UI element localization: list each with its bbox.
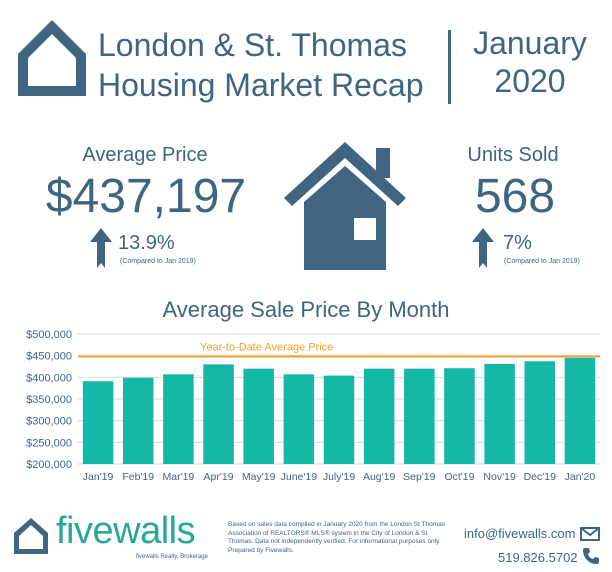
bar: [444, 368, 475, 464]
disclaimer-text: Based on sales data compiled in January …: [228, 521, 446, 554]
y-tick-label: $250,000: [26, 437, 72, 449]
reference-line-label: Year-to-Date Average Price: [200, 342, 333, 354]
bar-chart: $200,000 $250,000 $300,000 $350,000 $400,000…: [26, 329, 600, 483]
brand-subtitle: fivewalls Realty, Brokerage: [136, 554, 208, 560]
header-divider: [448, 30, 451, 104]
avg-price-value: $437,197: [45, 170, 247, 223]
x-tick-label: July'19: [323, 471, 356, 483]
x-tick-label: Jan'20: [565, 471, 596, 483]
title-line-2: Housing Market Recap: [98, 67, 424, 103]
home-logo-icon: [18, 20, 86, 96]
x-tick-label: Oct'19: [444, 471, 474, 483]
house-icon: [284, 142, 406, 270]
bar: [484, 363, 515, 464]
title-line-1: London & St. Thomas: [98, 27, 407, 63]
contact-email[interactable]: info@fivewalls.com: [464, 526, 576, 541]
x-tick-label: Jan'19: [83, 471, 114, 483]
avg-price-compare-note: (Compared to Jan 2019): [120, 258, 196, 265]
units-sold-value: 568: [474, 170, 556, 223]
chart-title: Average Sale Price By Month: [162, 297, 450, 322]
units-sold-compare-note: (Compared to Jan 2019): [504, 258, 580, 265]
brand-name: fivewalls: [56, 510, 196, 552]
bar: [524, 361, 556, 464]
x-tick-label: Mar'19: [162, 471, 194, 483]
bar: [283, 374, 315, 464]
x-tick-label: Nov'19: [483, 471, 516, 483]
units-sold-label: Units Sold: [467, 144, 559, 166]
x-tick-label: Apr'19: [204, 471, 234, 483]
up-arrow-icon: [472, 228, 494, 268]
fivewalls-logo-icon: [14, 518, 48, 554]
x-tick-label: Feb'19: [122, 471, 154, 483]
avg-price-change: 13.9%: [118, 232, 175, 254]
email-icon: [580, 527, 600, 541]
y-tick-label: $350,000: [26, 394, 72, 406]
bar: [82, 381, 114, 464]
x-tick-label: June'19: [281, 471, 318, 483]
x-tick-label: Sep'19: [403, 471, 436, 483]
avg-price-label: Average Price: [82, 144, 208, 166]
bar: [564, 357, 596, 464]
y-tick-label: $400,000: [26, 372, 72, 384]
bar: [243, 368, 274, 464]
y-tick-label: $300,000: [26, 416, 72, 428]
bar: [122, 377, 154, 464]
contact-phone[interactable]: 519.826.5702: [498, 550, 578, 565]
x-tick-label: Dec'19: [524, 471, 557, 483]
y-tick-label: $500,000: [26, 329, 72, 341]
units-sold-change: 7%: [503, 232, 532, 254]
bar: [203, 364, 234, 464]
phone-icon: [583, 548, 599, 564]
bar: [404, 368, 435, 464]
report-month: January: [473, 25, 587, 61]
bar: [323, 375, 355, 464]
y-tick-label: $200,000: [26, 459, 72, 471]
y-tick-label: $450,000: [26, 351, 72, 363]
up-arrow-icon: [90, 228, 112, 268]
bar: [163, 374, 194, 464]
x-tick-label: May'19: [242, 471, 276, 483]
report-year: 2020: [494, 63, 566, 99]
x-tick-label: Aug'19: [363, 471, 396, 483]
bar: [363, 368, 395, 464]
